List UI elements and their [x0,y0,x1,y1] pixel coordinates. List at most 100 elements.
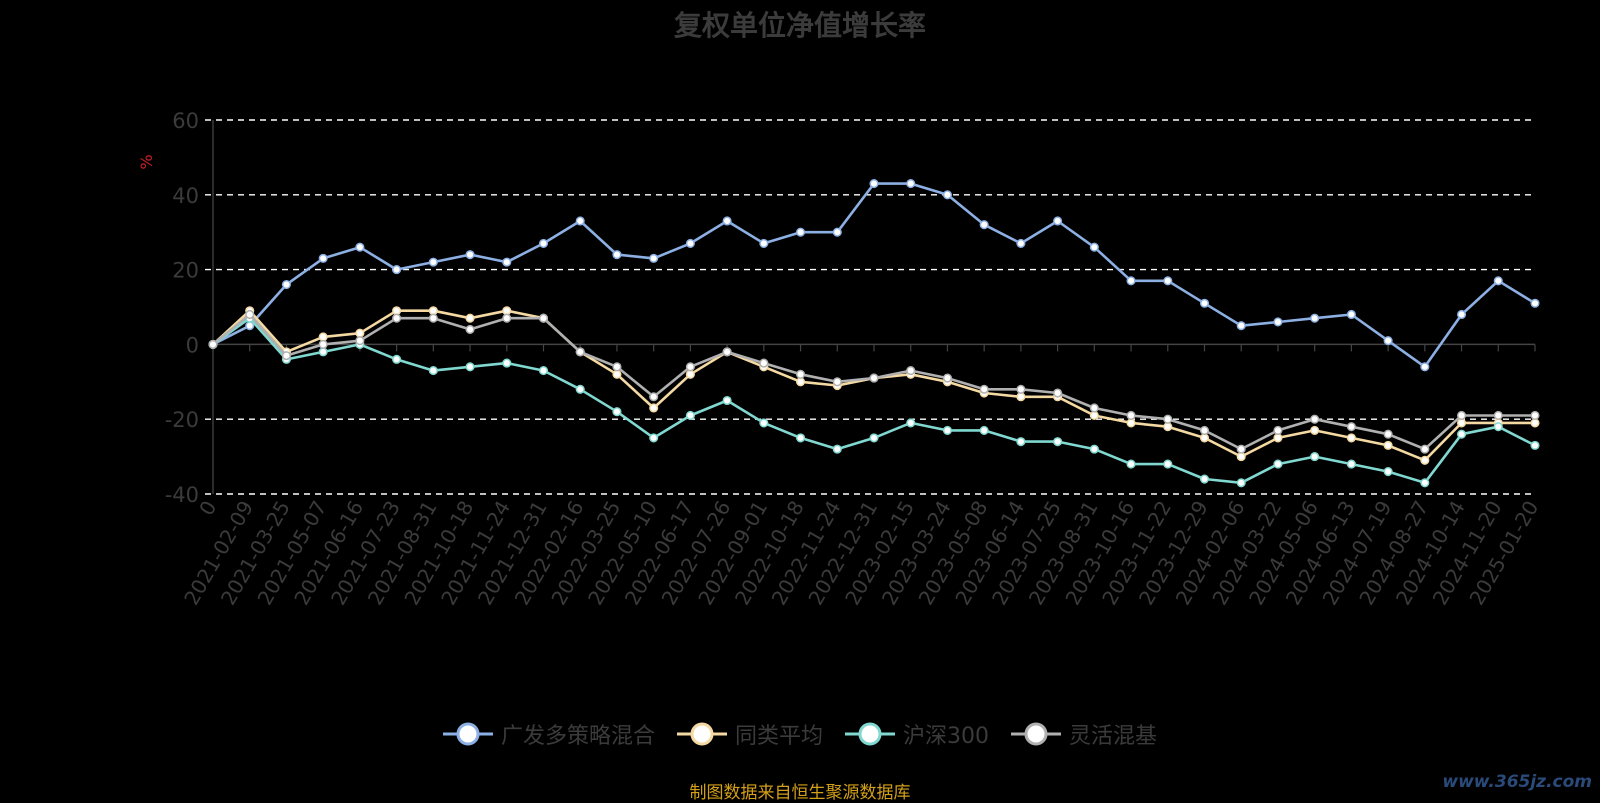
data-point [502,313,512,323]
data-point [392,354,402,364]
data-point [1530,418,1540,428]
data-point [942,425,952,435]
y-tick-label: 0 [186,333,199,357]
legend-item-flexible-mix[interactable]: 灵活混基 [1011,718,1157,750]
data-point [906,179,916,189]
data-point [1346,309,1356,320]
data-point [1493,422,1503,432]
data-point [685,369,695,379]
data-point [1310,452,1320,462]
data-point [1383,429,1393,439]
data-point [428,366,438,376]
data-point [612,250,622,260]
data-point [465,362,475,372]
watermark: www.365jz.com [1442,772,1592,792]
data-point [1493,410,1503,421]
legend-item-fund[interactable]: 广发多策略混合 [442,718,655,750]
legend-label-fund: 广发多策略混合 [500,724,655,749]
data-point [465,250,475,260]
data-point [1530,298,1540,308]
data-point [465,313,475,323]
data-source-note: 制图数据来自恒生聚源数据库 [689,783,911,803]
data-point [245,309,255,320]
data-point [1457,410,1467,421]
data-point [1273,425,1283,435]
data-point [649,433,659,443]
data-point [796,433,806,443]
data-point [538,313,549,323]
data-point [1053,216,1063,226]
data-point [1383,440,1393,450]
data-point [649,392,659,402]
data-point [502,257,512,267]
data-point [1310,425,1320,435]
data-point [1126,410,1136,421]
data-point [796,227,806,237]
data-point [1126,418,1136,428]
data-point [465,324,475,334]
y-axis-label: % [137,154,156,169]
data-point [1016,384,1026,394]
legend-item-hs300[interactable]: 沪深300 [845,718,989,750]
series-line-2 [212,316,1536,485]
data-point [979,425,989,435]
legend-swatch-peer-icon [676,722,727,746]
data-point [832,444,842,454]
data-point [979,220,989,230]
data-point [869,179,879,189]
data-point [392,306,402,316]
data-point [685,238,695,248]
data-point [869,433,879,443]
data-point [1493,276,1503,286]
chart-title: 复权单位净值增长率 [673,9,926,42]
data-point [1199,425,1210,435]
data-point [1236,444,1246,454]
data-point [281,280,291,290]
data-point [1236,452,1246,462]
data-point [1236,478,1246,488]
data-point [612,362,622,372]
data-point [538,366,549,376]
data-point [685,410,695,421]
data-point [281,351,291,361]
y-tick-label: -40 [165,483,199,507]
data-point [1053,437,1063,447]
data-point [318,347,328,357]
data-point [906,366,916,376]
data-point [575,347,585,357]
data-point [1163,414,1173,424]
data-point [355,242,365,252]
data-point [1199,474,1210,484]
legend-item-peer-average[interactable]: 同类平均 [676,718,823,750]
axes: -40-20020406002021-02-092021-03-252021-0… [165,109,1544,609]
data-point [722,216,732,226]
legend-swatch-hs300-icon [845,722,895,746]
data-point [428,313,438,323]
data-point [832,377,842,387]
grid-lines [205,119,1535,495]
series-line-0 [212,182,1536,369]
data-point [575,384,585,394]
legend-label-flexible-mix: 灵活混基 [1069,724,1158,749]
data-point [1199,433,1210,443]
x-tick-label: 0 [194,497,221,520]
data-point [906,418,916,428]
data-point [1089,403,1099,413]
y-tick-label: 40 [172,184,199,208]
data-point [318,332,328,342]
y-tick-label: 60 [172,109,199,133]
data-point [759,358,769,368]
data-point [1457,418,1467,428]
data-point [612,369,622,379]
data-point [942,190,952,200]
data-point [502,358,512,368]
data-point [1310,414,1320,424]
data-point [1163,422,1173,432]
data-point [796,377,806,387]
data-point [1016,238,1026,248]
data-point [832,227,842,237]
data-point [1089,242,1099,252]
data-point [942,373,952,383]
data-point [1457,429,1467,439]
data-point [318,253,328,263]
